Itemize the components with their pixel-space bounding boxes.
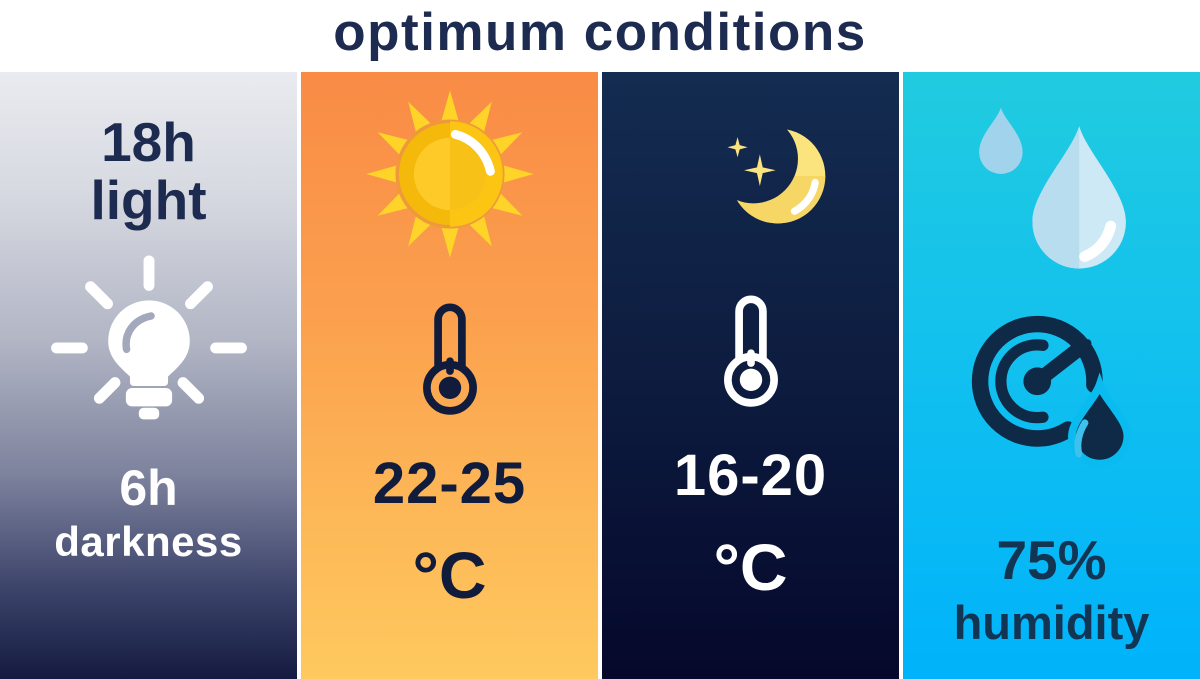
panel-night-temperature: 16-20 °C: [602, 72, 899, 679]
panel-humidity: 75% humidity: [903, 72, 1200, 679]
darkness-hours-label: darkness: [54, 518, 243, 565]
light-hours-text: 18h light: [90, 111, 207, 231]
thermometer-icon: [415, 301, 485, 432]
night-temp-range: 16-20: [673, 443, 828, 508]
thermometer-icon: [716, 293, 786, 424]
header: optimum conditions: [0, 0, 1200, 72]
moon-stars-icon: [657, 104, 844, 253]
panel-day-temperature: 22-25 °C: [301, 72, 598, 679]
light-hours-label: light: [90, 168, 207, 231]
page-title: optimum conditions: [333, 2, 867, 62]
water-drops-icon: [954, 100, 1150, 279]
gauge-droplet: [1067, 372, 1131, 468]
humidity-gauge-icon: [961, 305, 1143, 492]
panel-row: 18h light: [0, 72, 1200, 679]
day-temp-range: 22-25: [372, 451, 527, 516]
drop-small: [978, 107, 1023, 174]
humidity-value: 75%: [996, 529, 1107, 591]
lightbulb-icon: [47, 254, 251, 436]
sun-icon: [362, 86, 538, 267]
light-hours-value: 18h: [101, 111, 196, 173]
day-temp-unit: °C: [412, 537, 487, 612]
humidity-label: humidity: [953, 595, 1150, 649]
darkness-hours-value: 6h: [119, 459, 178, 516]
night-temp-unit: °C: [713, 529, 788, 604]
star-small: [727, 137, 748, 158]
panel-light-hours: 18h light: [0, 72, 297, 679]
star-large: [744, 154, 776, 187]
